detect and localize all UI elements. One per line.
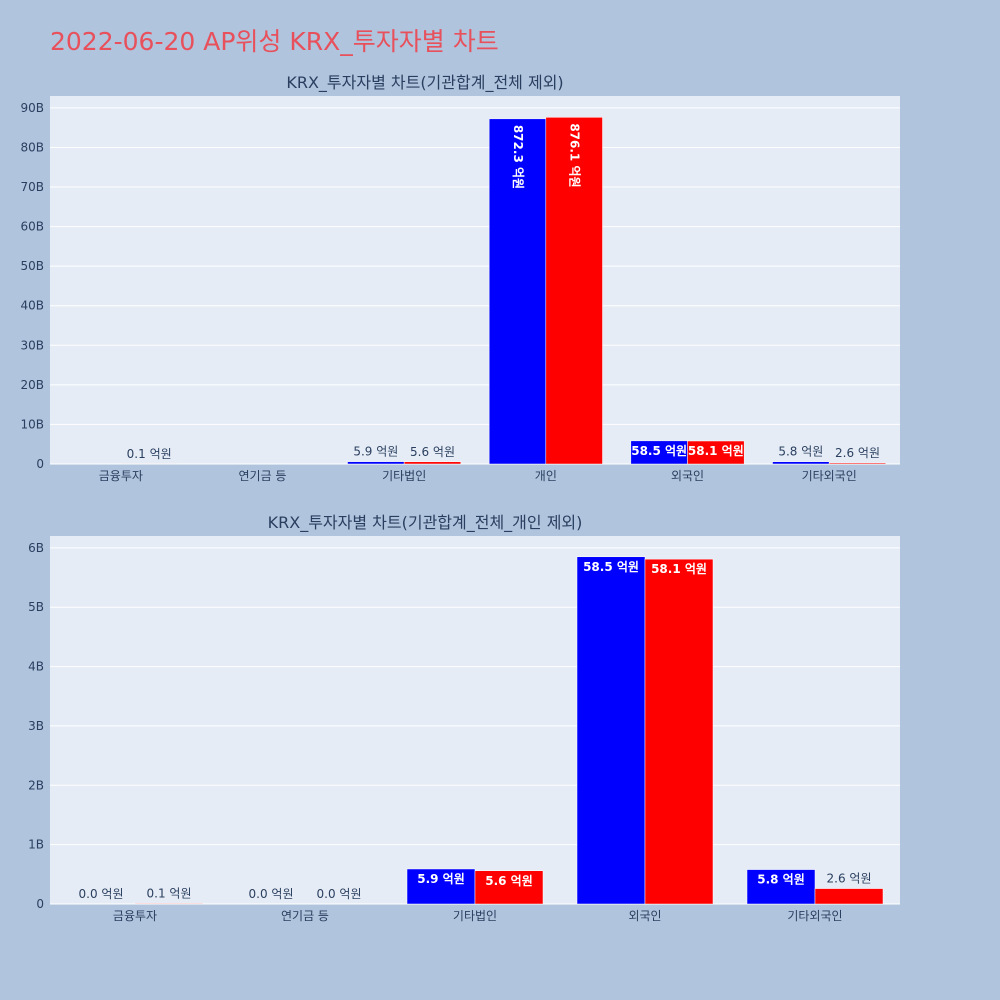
y-tick-label: 70B [20, 180, 44, 194]
y-tick-label: 90B [20, 101, 44, 115]
bar [406, 868, 476, 905]
x-tick-label: 개인 [535, 469, 557, 483]
y-tick-label: 6B [28, 541, 44, 555]
x-tick-label: 연기금 등 [281, 909, 329, 923]
data-label: 0.1 억원 [127, 447, 172, 461]
bar [403, 461, 462, 465]
data-label: 0.0 억원 [317, 887, 362, 901]
y-tick-label: 0 [36, 897, 44, 911]
data-label: 58.1 억원 [688, 444, 744, 458]
bar [828, 462, 887, 465]
x-tick-label: 기타외국인 [802, 469, 857, 483]
data-label: 58.1 억원 [651, 562, 707, 576]
chart-all-excl-institution-total: KRX_투자자별 차트(기관합계_전체 제외) 0 10B 20B 30B 40B 50B 6… [20, 73, 900, 483]
data-label: 5.6 억원 [410, 445, 455, 459]
data-label: 5.6 억원 [485, 874, 533, 888]
y-tick-label: 2B [28, 778, 44, 792]
data-label: 58.5 억원 [631, 444, 687, 458]
y-tick-label: 5B [28, 600, 44, 614]
chart-title: KRX_투자자별 차트(기관합계_전체_개인 제외) [268, 513, 583, 533]
data-label: 2.6 억원 [835, 446, 880, 460]
data-label: 5.8 억원 [757, 873, 805, 887]
bar [814, 888, 884, 905]
y-tick-label: 80B [20, 140, 44, 154]
y-tick-label: 1B [28, 838, 44, 852]
x-tick-label: 기타외국인 [787, 909, 842, 923]
data-label: 2.6 억원 [827, 872, 872, 886]
y-tick-label: 0 [36, 457, 44, 471]
bar [545, 117, 603, 465]
x-tick-label: 외국인 [628, 909, 661, 923]
y-tick-label: 40B [20, 299, 44, 313]
y-tick-label: 3B [28, 719, 44, 733]
y-tick-label: 4B [28, 660, 44, 674]
data-label: 5.8 억원 [778, 445, 823, 459]
data-label: 5.9 억원 [417, 872, 465, 886]
bar [772, 461, 830, 465]
x-tick-label: 금융투자 [99, 469, 143, 483]
y-tick-label: 30B [20, 338, 44, 352]
data-label: 0.0 억원 [249, 887, 294, 901]
y-tick-label: 60B [20, 220, 44, 234]
x-tick-label: 외국인 [671, 469, 704, 483]
bar [644, 558, 714, 905]
data-label: 876.1 억원 [568, 123, 582, 187]
bar [746, 869, 816, 905]
data-label: 5.9 억원 [353, 445, 398, 459]
data-label: 0.1 억원 [147, 886, 192, 900]
plot-area [50, 96, 900, 464]
chart-title: KRX_투자자별 차트(기관합계_전체 제외) [286, 73, 563, 93]
bar [347, 461, 405, 465]
x-tick-label: 금융투자 [113, 909, 157, 923]
y-tick-label: 50B [20, 259, 44, 273]
data-label: 58.5 억원 [583, 560, 639, 574]
chart-excl-individual: KRX_투자자별 차트(기관합계_전체_개인 제외) 0 1B 2B 3B 4B 5B 6B 금… [28, 513, 900, 923]
bar [576, 556, 646, 905]
x-tick-label: 기타법인 [382, 469, 426, 483]
page-title: 2022-06-20 AP위성 KRX_투자자별 차트 [50, 27, 499, 56]
data-label: 872.3 억원 [511, 125, 525, 189]
y-tick-label: 20B [20, 378, 44, 392]
bar [474, 870, 544, 905]
bar [687, 440, 745, 465]
y-tick-label: 10B [20, 417, 44, 431]
bar [134, 903, 204, 905]
data-label: 0.0 억원 [79, 887, 124, 901]
bar [488, 118, 547, 465]
x-tick-label: 기타법인 [453, 909, 497, 923]
plot-area [50, 536, 900, 904]
x-tick-label: 연기금 등 [239, 469, 287, 483]
